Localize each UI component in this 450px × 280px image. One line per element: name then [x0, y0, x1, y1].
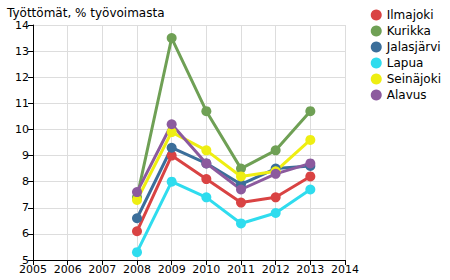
svg-text:14: 14	[15, 19, 29, 32]
svg-text:Jalasjärvi: Jalasjärvi	[386, 40, 441, 54]
svg-text:8: 8	[22, 175, 29, 188]
svg-text:2014: 2014	[331, 263, 359, 276]
svg-text:Kurikka: Kurikka	[387, 24, 431, 38]
svg-text:Alavus: Alavus	[387, 88, 427, 102]
svg-text:11: 11	[15, 97, 29, 110]
svg-text:10: 10	[15, 123, 29, 136]
svg-text:2006: 2006	[54, 263, 82, 276]
svg-text:6: 6	[22, 227, 29, 240]
svg-text:2009: 2009	[158, 263, 186, 276]
svg-text:2008: 2008	[123, 263, 151, 276]
svg-text:Lapua: Lapua	[387, 56, 424, 70]
svg-text:2011: 2011	[227, 263, 255, 276]
svg-text:5: 5	[22, 253, 29, 267]
svg-text:Ilmajoki: Ilmajoki	[387, 8, 434, 22]
svg-text:9: 9	[22, 149, 29, 162]
svg-text:Seinäjoki: Seinäjoki	[387, 72, 441, 86]
svg-text:2007: 2007	[88, 263, 116, 276]
svg-text:2012: 2012	[262, 263, 290, 276]
svg-text:2005: 2005	[19, 263, 47, 276]
svg-text:2013: 2013	[296, 263, 324, 276]
svg-text:13: 13	[15, 45, 29, 58]
svg-text:2010: 2010	[192, 263, 220, 276]
svg-text:7: 7	[22, 201, 29, 214]
svg-text:Työttömät, % työvoimasta: Työttömät, % työvoimasta	[6, 6, 165, 20]
svg-text:12: 12	[15, 71, 29, 84]
